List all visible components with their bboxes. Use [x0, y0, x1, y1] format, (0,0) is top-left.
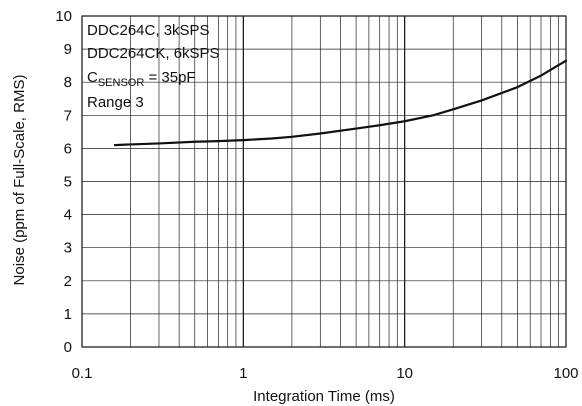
y-tick-label: 2 [64, 273, 72, 290]
y-tick-label: 1 [64, 306, 72, 323]
legend-line-3-rest: = 35pF [144, 69, 195, 86]
plot-frame [81, 15, 567, 348]
legend-line-4: Range 3 [87, 94, 144, 111]
legend-line-1: DDC264C, 3kSPS [87, 22, 210, 39]
series-layer [113, 59, 568, 147]
y-tick-label: 3 [64, 240, 72, 257]
legend-line-3: CSENSOR = 35pF [87, 69, 196, 89]
legend-box: DDC264C, 3kSPS DDC264CK, 6kSPS CSENSOR =… [87, 22, 220, 111]
x-tick-label: 100 [553, 365, 578, 382]
grid [82, 16, 566, 347]
y-axis-title: Noise (ppm of Full-Scale, RMS) [11, 75, 28, 286]
y-tick-label: 7 [64, 107, 72, 124]
y-tick-label: 10 [55, 8, 72, 25]
y-tick-label: 8 [64, 74, 72, 91]
legend-line-2: DDC264CK, 6kSPS [87, 45, 220, 62]
y-tick-label: 4 [64, 207, 72, 224]
y-tick-label: 9 [64, 41, 72, 58]
x-tick-label: 0.1 [72, 365, 93, 382]
y-tick-label: 6 [64, 140, 72, 157]
x-tick-label: 1 [239, 365, 247, 382]
series-line [113, 59, 568, 147]
x-axis-title: Integration Time (ms) [253, 388, 395, 405]
legend-line-3-sub: SENSOR [98, 77, 145, 89]
y-tick-label: 5 [64, 174, 72, 191]
tick-labels: 0 1 2 3 4 5 6 7 8 9 10 0.1 1 10 100 [55, 8, 578, 382]
x-tick-label: 10 [396, 365, 413, 382]
legend-line-3-main: C [87, 69, 98, 86]
y-tick-label: 0 [64, 339, 72, 356]
